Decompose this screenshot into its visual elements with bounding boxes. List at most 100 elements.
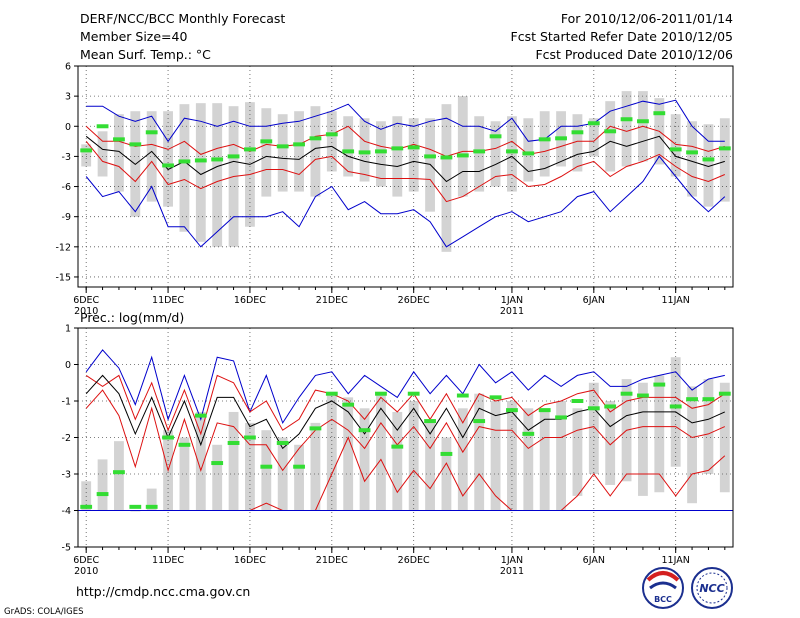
observation-marker	[342, 402, 355, 407]
observation-marker	[145, 504, 158, 509]
ensemble-bar	[97, 459, 108, 511]
observation-marker	[522, 431, 535, 436]
chart-title: DERF/NCC/BCC Monthly Forecast	[80, 11, 285, 26]
observation-marker	[506, 149, 518, 154]
ensemble-bar	[376, 393, 386, 511]
y-tick-label: -12	[55, 242, 71, 253]
y-tick-label: 3	[65, 92, 71, 103]
ensemble-bar	[507, 116, 517, 192]
ensemble-mean-line	[85, 374, 726, 450]
ensemble-bar	[687, 386, 697, 504]
observation-marker	[358, 150, 371, 155]
x-tick-label: 26DEC	[398, 295, 430, 306]
observation-marker	[686, 150, 698, 155]
observation-marker	[440, 451, 453, 456]
observation-marker	[244, 435, 256, 440]
y-tick-label: 0	[65, 122, 71, 133]
ensemble-bar	[376, 121, 386, 187]
grads-credit: GrADS: COLA/IGES	[4, 607, 84, 617]
observation-marker	[194, 413, 207, 418]
ensemble-bar	[179, 437, 190, 511]
y-tick-label: -3	[62, 152, 71, 163]
observation-marker	[325, 132, 338, 137]
ensemble-bar	[392, 411, 403, 511]
ensemble-bar	[457, 96, 468, 197]
ensemble-bar	[474, 116, 485, 192]
observation-marker	[129, 504, 142, 509]
ensemble-bar	[572, 408, 583, 496]
ensemble-bar	[310, 422, 321, 511]
observation-marker	[342, 149, 355, 154]
ensemble-bar	[146, 111, 157, 202]
x-tick-label: 6DEC	[73, 295, 99, 306]
ensemble-bar	[490, 121, 501, 187]
svg-text:NCC: NCC	[699, 582, 724, 595]
y-tick-label: 0	[65, 360, 71, 371]
ensemble-bar	[114, 441, 124, 511]
y-tick-label: 1	[65, 324, 71, 335]
observation-marker	[669, 147, 682, 152]
ensemble-bar	[261, 108, 272, 197]
observation-marker	[702, 397, 715, 402]
x-tick-label: 21DEC	[316, 295, 348, 306]
member-size-label: Member Size=40	[80, 29, 187, 44]
observation-marker	[538, 137, 551, 142]
source-url[interactable]: http://cmdp.ncc.cma.gov.cn	[76, 584, 250, 599]
observation-marker	[260, 464, 273, 469]
ensemble-bar	[539, 411, 550, 511]
observation-marker	[702, 157, 715, 162]
upper-spread-line	[85, 125, 725, 157]
ensemble-bar	[261, 430, 272, 511]
x-tick-label: 6DEC	[73, 555, 99, 566]
ensemble-bar	[408, 401, 419, 511]
observation-marker	[637, 119, 649, 124]
ensemble-bar	[212, 444, 223, 511]
x-tick-label: 16DEC	[234, 555, 266, 566]
observation-marker	[620, 117, 633, 122]
ensemble-bar	[392, 116, 403, 197]
ensemble-bar	[670, 114, 681, 177]
y-tick-label: -15	[55, 272, 71, 283]
observation-marker	[391, 146, 404, 151]
ensemble-bar	[523, 118, 534, 182]
ensemble-bar	[556, 401, 566, 511]
observation-marker	[178, 442, 191, 447]
observation-marker	[391, 444, 404, 449]
x-tick-label: 16DEC	[234, 295, 266, 306]
observation-marker	[244, 147, 256, 152]
ensemble-bar	[588, 118, 599, 157]
y-tick-label: -3	[62, 470, 71, 481]
x-tick-label: 11DEC	[152, 555, 184, 566]
observation-marker	[473, 419, 486, 424]
observation-marker	[145, 130, 158, 135]
ensemble-bar	[195, 411, 206, 511]
svg-text:BCC: BCC	[654, 595, 672, 604]
ensemble-bar	[703, 379, 714, 474]
observation-marker	[309, 136, 322, 141]
observation-marker	[604, 129, 617, 134]
observation-marker	[686, 397, 698, 402]
bcc-logo: BCC	[642, 567, 684, 609]
ensemble-bar	[343, 116, 354, 177]
observation-marker	[555, 136, 567, 141]
observation-marker	[375, 149, 387, 154]
observation-marker	[194, 158, 207, 163]
ensemble-bar	[81, 481, 92, 511]
ensemble-bar	[425, 419, 435, 511]
ensemble-bar	[474, 393, 485, 511]
observation-marker	[637, 393, 649, 398]
observation-marker	[325, 391, 338, 396]
observation-marker	[473, 149, 486, 154]
observation-marker	[113, 470, 125, 475]
ensemble-bar	[490, 401, 501, 511]
observation-marker	[178, 159, 191, 164]
observation-marker	[587, 121, 600, 126]
lower-spread-line	[85, 140, 725, 203]
observation-marker	[424, 154, 436, 159]
ensemble-bar	[277, 114, 288, 192]
observation-marker	[604, 404, 617, 409]
observation-marker	[96, 492, 109, 497]
